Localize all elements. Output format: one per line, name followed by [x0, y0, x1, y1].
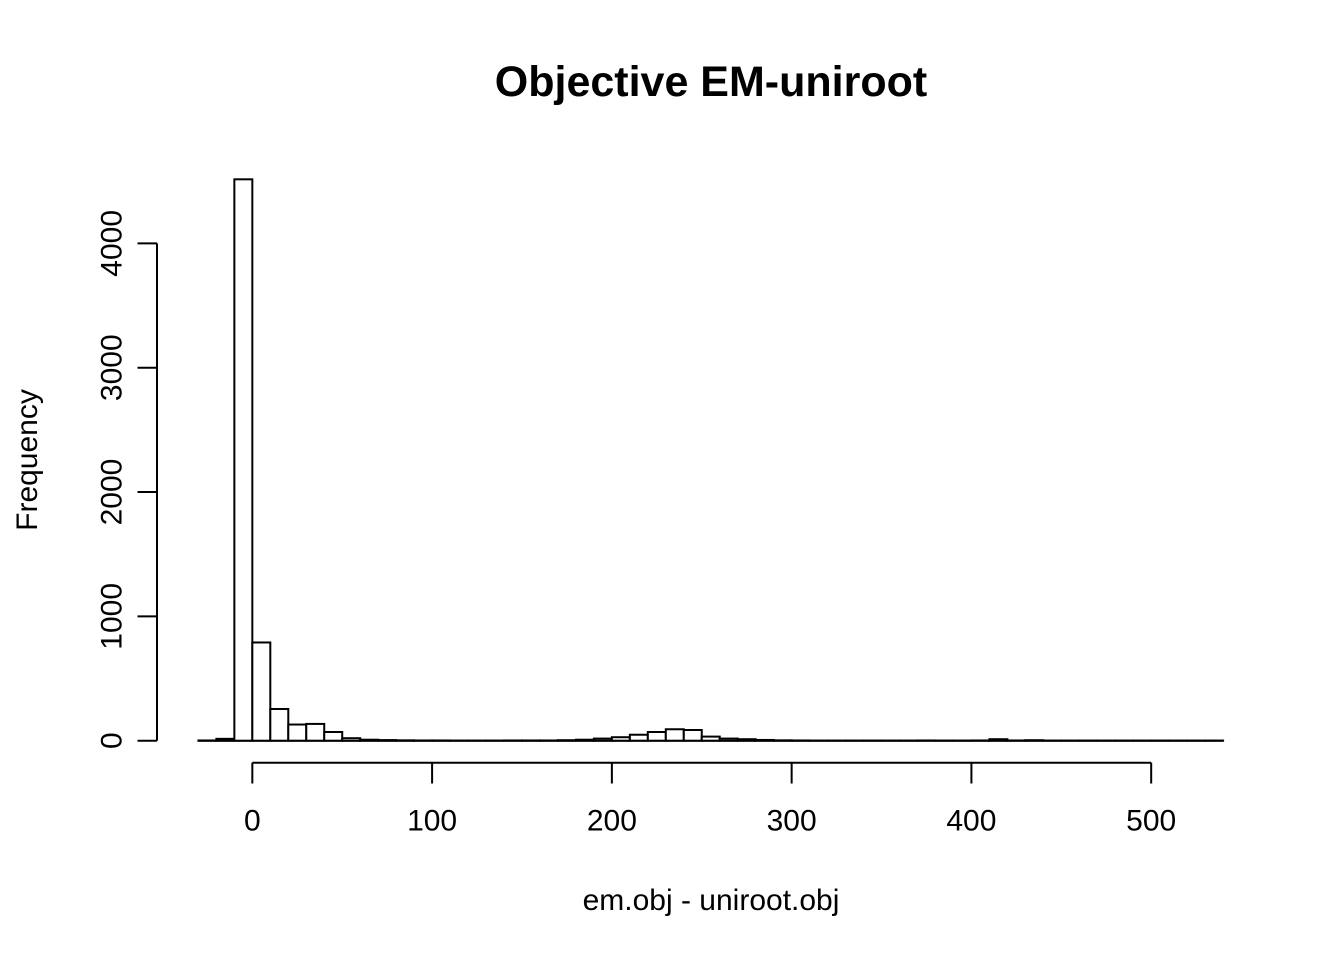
histogram-bar — [610, 736, 631, 742]
y-axis-label: Frequency — [11, 389, 44, 531]
histogram-bar — [988, 738, 1009, 742]
histogram-bar — [592, 737, 613, 742]
histogram-bar — [233, 178, 254, 742]
histogram-bar — [323, 730, 344, 742]
histogram-bar — [628, 733, 649, 742]
histogram-bar — [269, 707, 290, 742]
y-tick-label: 2000 — [96, 459, 129, 526]
histogram-bar — [341, 737, 362, 742]
histogram-bar — [215, 737, 236, 742]
x-tick-label: 100 — [407, 805, 457, 838]
y-tick-label: 0 — [96, 732, 129, 749]
histogram-bar — [754, 738, 775, 742]
y-tick-label: 1000 — [96, 583, 129, 650]
histogram-bar — [251, 641, 272, 742]
histogram-bar — [664, 728, 685, 742]
histogram-bar — [682, 729, 703, 742]
x-tick-label: 400 — [946, 805, 996, 838]
histogram-bar — [646, 730, 667, 742]
histogram-bar — [305, 722, 326, 742]
x-tick-label: 0 — [244, 805, 261, 838]
histogram-bar — [736, 738, 757, 742]
x-axis-label: em.obj - uniroot.obj — [582, 884, 840, 917]
histogram-bar — [700, 735, 721, 742]
histogram-bar — [718, 737, 739, 742]
histogram-bar — [287, 723, 308, 742]
y-tick-label: 4000 — [96, 210, 129, 277]
x-tick-label: 200 — [587, 805, 637, 838]
x-tick-label: 300 — [767, 805, 817, 838]
x-tick-label: 500 — [1126, 805, 1176, 838]
histogram-bar — [574, 738, 595, 742]
histogram-bar — [359, 738, 380, 742]
y-tick-label: 3000 — [96, 334, 129, 401]
chart-title: Objective EM-uniroot — [494, 58, 928, 106]
histogram-bar — [377, 739, 398, 742]
